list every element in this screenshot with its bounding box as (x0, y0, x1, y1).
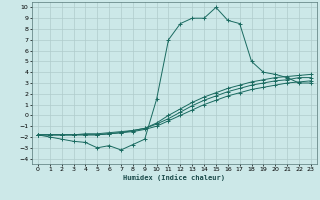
X-axis label: Humidex (Indice chaleur): Humidex (Indice chaleur) (124, 174, 225, 181)
